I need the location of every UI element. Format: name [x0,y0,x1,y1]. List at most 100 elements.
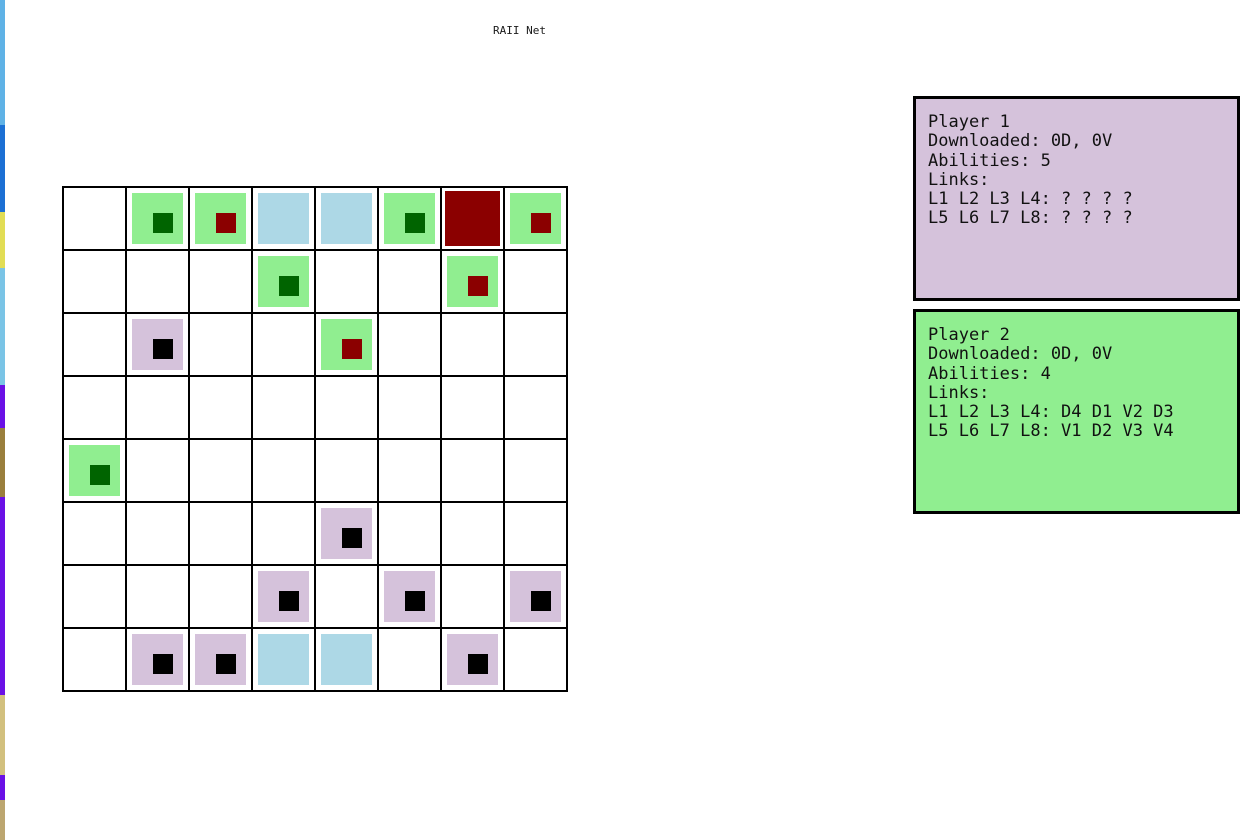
board-cell[interactable] [64,314,125,375]
board-cell[interactable] [379,188,440,249]
board-cell[interactable] [316,503,377,564]
board-cell[interactable] [253,440,314,501]
stripe-segment [0,125,5,212]
board [62,186,568,692]
board-cell[interactable] [127,566,188,627]
piece-core [468,654,488,674]
board-cell[interactable] [190,503,251,564]
board-cell[interactable] [442,314,503,375]
board-cell[interactable] [253,314,314,375]
player-1-links-row-1: L1 L2 L3 L4: ? ? ? ? [928,189,1133,210]
board-cell[interactable] [316,629,377,690]
board-cell[interactable] [190,251,251,312]
stripe-segment [0,775,5,800]
board-cell[interactable] [316,566,377,627]
stripe-segment [0,428,5,497]
player-2-links-row-1: L1 L2 L3 L4: D4 D1 V2 D3 [928,402,1174,423]
piece-highlight [321,193,372,244]
board-cell[interactable] [442,251,503,312]
board-cell[interactable] [316,188,377,249]
left-edge-stripe [0,0,5,840]
stripe-segment [0,268,5,385]
board-cell[interactable] [127,314,188,375]
piece-highlight [258,193,309,244]
board-cell[interactable] [379,251,440,312]
piece-core [153,654,173,674]
board-cell[interactable] [253,188,314,249]
board-cell[interactable] [253,377,314,438]
board-cell[interactable] [442,566,503,627]
board-cell[interactable] [190,440,251,501]
board-cell[interactable] [505,251,566,312]
board-cell[interactable] [379,440,440,501]
board-cell[interactable] [253,566,314,627]
board-cell[interactable] [64,566,125,627]
board-cell[interactable] [379,566,440,627]
board-cell[interactable] [442,629,503,690]
board-cell[interactable] [127,629,188,690]
player-2-links-row-2: L5 L6 L7 L8: V1 D2 V3 V4 [928,421,1174,442]
board-cell[interactable] [505,629,566,690]
board-cell[interactable] [64,188,125,249]
piece-highlight [321,634,372,685]
board-cell[interactable] [379,503,440,564]
stripe-segment [0,212,5,268]
piece-core [531,213,551,233]
board-cell[interactable] [505,440,566,501]
board-cell[interactable] [505,566,566,627]
piece-core [531,591,551,611]
player-1-downloaded: Downloaded: 0D, 0V [928,131,1113,152]
player-2-downloaded: Downloaded: 0D, 0V [928,344,1113,365]
board-cell[interactable] [505,377,566,438]
board-cell[interactable] [190,566,251,627]
piece-core [342,528,362,548]
board-cell[interactable] [442,188,503,249]
board-cell[interactable] [190,377,251,438]
board-cell[interactable] [190,629,251,690]
stripe-segment [0,0,5,125]
board-cell[interactable] [64,251,125,312]
board-cell[interactable] [442,377,503,438]
board-cell[interactable] [64,503,125,564]
board-cell[interactable] [316,440,377,501]
piece-core [153,339,173,359]
page-title: RAII Net [493,24,546,37]
board-cell[interactable] [64,377,125,438]
board-cell[interactable] [316,314,377,375]
player-1-name: Player 1 [928,112,1010,132]
board-cell[interactable] [190,188,251,249]
piece-core [90,465,110,485]
board-cell[interactable] [316,251,377,312]
board-cell[interactable] [64,629,125,690]
board-cell[interactable] [442,503,503,564]
board-cell[interactable] [127,440,188,501]
board-cell[interactable] [253,629,314,690]
stripe-segment [0,385,5,428]
piece-core [153,213,173,233]
player-2-links-label: Links: [928,382,990,403]
board-cell[interactable] [442,440,503,501]
piece-core [216,213,236,233]
board-cell[interactable] [505,503,566,564]
board-cell[interactable] [379,377,440,438]
board-cell[interactable] [127,251,188,312]
board-cell[interactable] [253,251,314,312]
board-cell[interactable] [127,377,188,438]
piece-highlight [258,634,309,685]
piece-core [405,591,425,611]
board-cell[interactable] [316,377,377,438]
piece-large [445,191,500,246]
board-cell[interactable] [379,314,440,375]
board-cell[interactable] [127,503,188,564]
board-cell[interactable] [64,440,125,501]
board-cell[interactable] [253,503,314,564]
board-cell[interactable] [190,314,251,375]
board-cell[interactable] [127,188,188,249]
board-cell[interactable] [505,188,566,249]
player-1-links-label: Links: [928,169,990,190]
piece-core [342,339,362,359]
piece-core [468,276,488,296]
stripe-segment [0,497,5,695]
board-cell[interactable] [505,314,566,375]
board-cell[interactable] [379,629,440,690]
